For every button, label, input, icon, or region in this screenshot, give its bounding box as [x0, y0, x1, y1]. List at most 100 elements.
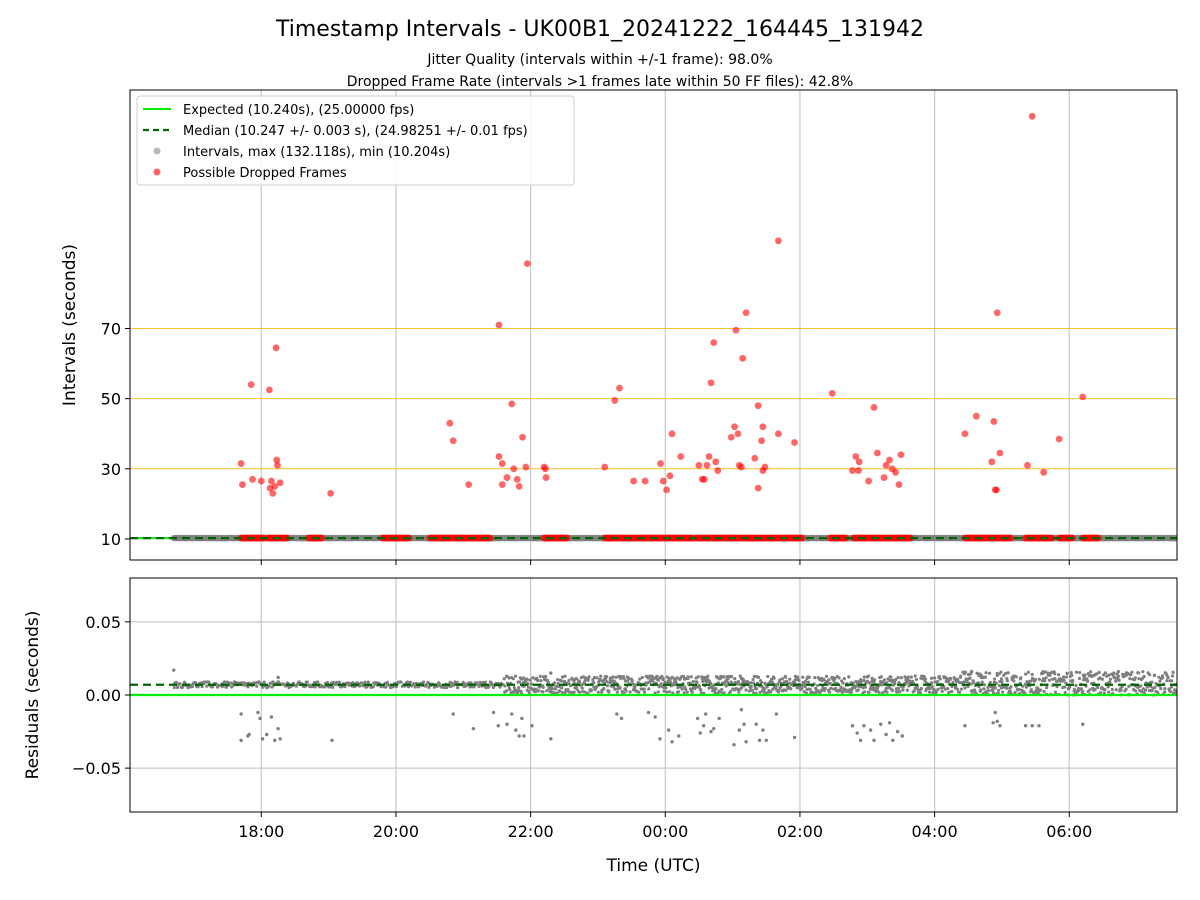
dropped-point	[495, 321, 503, 329]
residual-point	[536, 678, 540, 683]
residual-point	[239, 712, 243, 716]
residual-point	[885, 690, 889, 694]
chart-subtitle-jitter: Jitter Quality (intervals within +/-1 fr…	[426, 52, 772, 68]
residual-point	[887, 721, 892, 725]
residual-point	[1170, 685, 1174, 689]
residual-point	[901, 688, 905, 692]
residual-point	[595, 676, 599, 680]
residual-point	[1008, 689, 1012, 694]
dropped-point	[508, 400, 516, 408]
intervals-panel: 10 30 50 70 Intervals (seconds)	[60, 89, 1178, 565]
residual-point	[1024, 685, 1028, 689]
residual-point	[795, 675, 800, 679]
residual-point	[865, 679, 870, 683]
residual-point	[792, 735, 797, 740]
residual-point	[1158, 679, 1162, 683]
residual-point	[668, 690, 672, 694]
y-tick-label: 50	[101, 390, 121, 409]
dropped-point	[513, 475, 521, 483]
residual-point	[611, 675, 615, 679]
residual-point	[1124, 687, 1128, 691]
residual-point	[1096, 685, 1100, 689]
residual-point	[999, 677, 1004, 681]
residual-point	[859, 680, 863, 684]
residual-point	[1045, 685, 1049, 690]
residual-point	[496, 724, 501, 728]
residual-point	[895, 729, 900, 734]
residual-point	[1078, 670, 1082, 675]
residual-point	[963, 686, 967, 690]
residual-point	[914, 677, 919, 682]
residual-point	[879, 722, 883, 726]
residual-point	[559, 679, 563, 683]
dropped-point	[611, 397, 619, 404]
residual-point	[863, 685, 868, 689]
residual-point	[889, 675, 893, 679]
residual-point	[467, 681, 471, 685]
residual-point	[539, 679, 543, 683]
residual-point	[278, 737, 282, 741]
residual-point	[550, 687, 555, 691]
residual-point	[758, 690, 762, 694]
residual-point	[855, 731, 859, 735]
residual-point	[680, 687, 684, 691]
residual-point	[1139, 690, 1144, 694]
residual-point	[196, 685, 200, 689]
residual-point	[1174, 688, 1177, 692]
residual-point	[1030, 672, 1034, 676]
dropped-point	[705, 453, 713, 460]
residual-point	[1110, 687, 1114, 692]
dropped-point	[727, 433, 735, 441]
residual-point	[1171, 670, 1175, 674]
residual-point	[907, 684, 911, 688]
residual-point	[681, 674, 686, 678]
residual-point	[1064, 675, 1069, 679]
residual-point	[999, 670, 1003, 674]
residual-point	[598, 677, 602, 682]
residual-point	[890, 688, 895, 693]
residual-point	[909, 675, 913, 679]
residual-point	[828, 690, 832, 694]
residual-point	[789, 687, 793, 691]
residual-point	[1168, 689, 1173, 694]
dropped-point	[274, 461, 281, 469]
residual-point	[172, 668, 176, 672]
residual-point	[1113, 676, 1117, 680]
residual-point	[947, 690, 951, 695]
x-tick-label: 02:00	[777, 822, 823, 841]
residual-point	[807, 675, 811, 679]
residual-point	[866, 674, 871, 678]
dropped-point	[895, 481, 903, 488]
residual-point	[574, 677, 579, 681]
residual-point	[587, 675, 591, 679]
residual-point	[980, 680, 984, 684]
residual-point	[1120, 685, 1124, 689]
residual-point	[666, 728, 671, 732]
residual-point	[709, 729, 713, 734]
residual-point	[882, 678, 886, 682]
dropped-point	[993, 309, 1001, 317]
dropped-point	[993, 486, 1000, 494]
residual-point	[822, 677, 826, 682]
residual-point	[737, 728, 742, 732]
residual-point	[363, 680, 367, 684]
y-tick-label: 0.05	[85, 613, 121, 632]
residual-point	[912, 689, 916, 693]
residual-point	[538, 674, 542, 678]
residual-point	[891, 738, 895, 743]
residual-point	[269, 715, 274, 719]
residual-point	[671, 691, 675, 695]
residual-point	[174, 680, 178, 685]
dropped-point	[657, 460, 664, 467]
residual-point	[491, 710, 496, 715]
residual-point	[1153, 673, 1157, 677]
residual-point	[563, 690, 567, 695]
residual-point	[997, 683, 1001, 688]
residual-point	[906, 675, 910, 679]
residual-point	[1165, 673, 1169, 677]
residual-point	[946, 679, 950, 684]
residual-point	[795, 686, 799, 690]
residual-point	[984, 671, 988, 675]
dropped-point	[515, 482, 523, 490]
residual-point	[808, 687, 812, 691]
